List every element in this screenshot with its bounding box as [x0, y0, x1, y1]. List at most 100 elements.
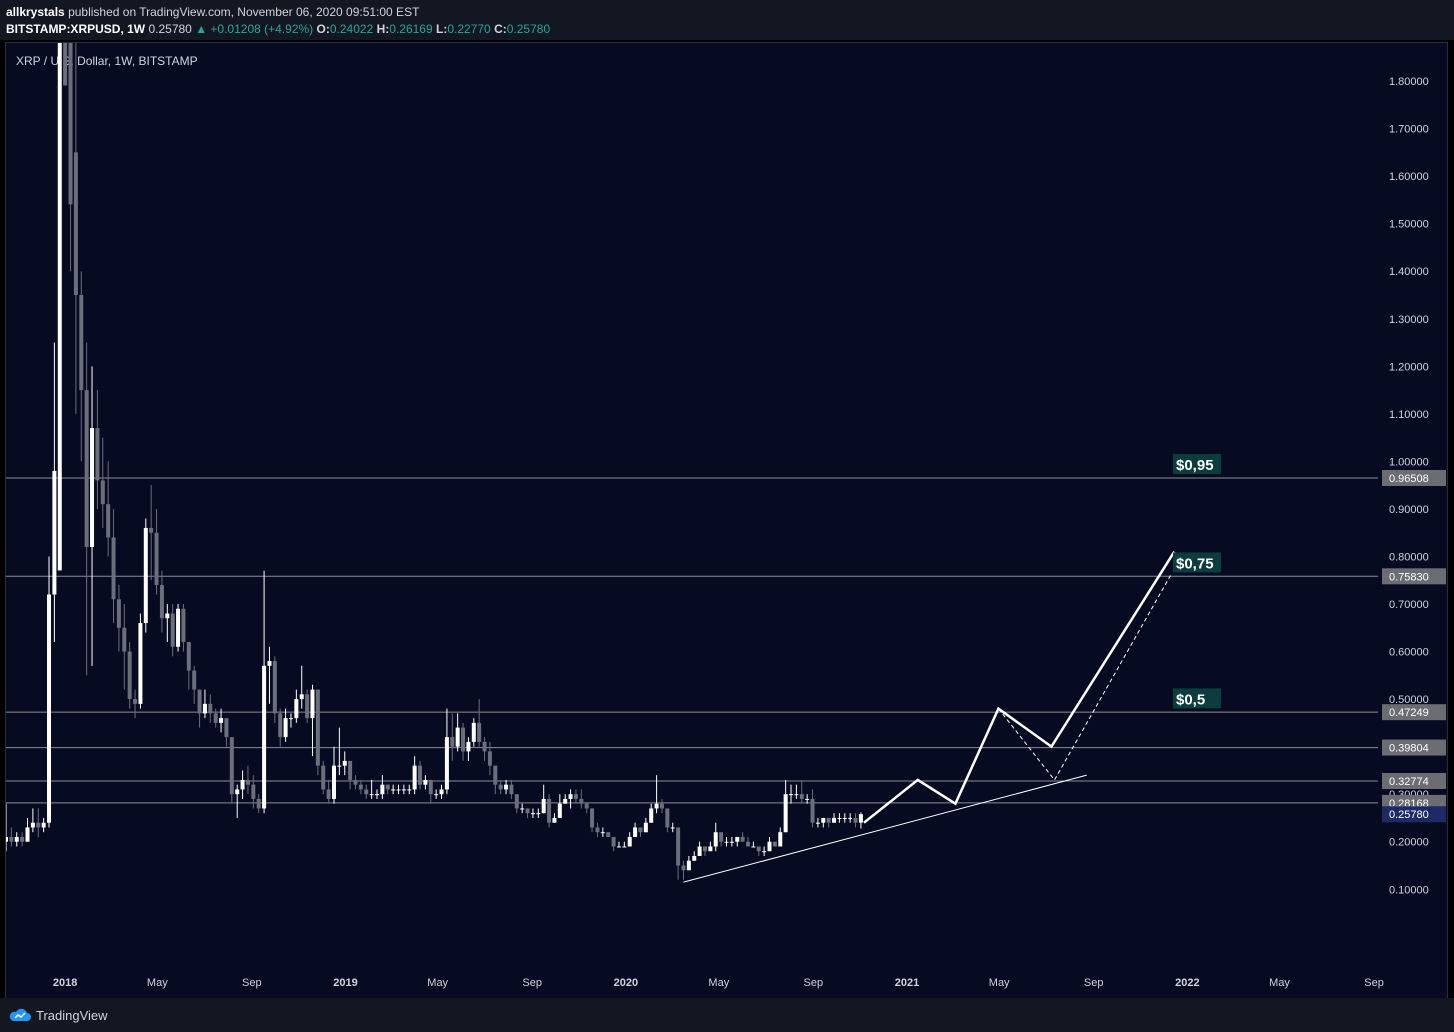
- candle: [401, 784, 406, 795]
- candle-body: [826, 817, 831, 823]
- candle-body: [568, 794, 573, 799]
- candle-body: [444, 737, 449, 790]
- candle: [590, 808, 595, 833]
- candle: [337, 727, 342, 776]
- candle-body: [251, 784, 256, 799]
- support-trendline: [683, 774, 1087, 883]
- candle-body: [756, 846, 761, 852]
- candle-body: [746, 841, 751, 847]
- candle-body: [724, 841, 729, 843]
- candle: [643, 817, 648, 833]
- candle: [493, 765, 498, 795]
- candle: [654, 775, 659, 814]
- candle: [853, 813, 858, 828]
- candle-body: [256, 798, 261, 809]
- time-axis[interactable]: 2018 May Sep 2019 May Sep 2020 May Sep 2021 May Sep…: [53, 977, 1384, 989]
- price-tick-label: 0.50000: [1389, 694, 1429, 706]
- candle-body: [305, 694, 310, 719]
- candle: [810, 789, 815, 828]
- candle: [579, 789, 584, 809]
- candle: [79, 271, 84, 462]
- price-chart[interactable]: XRP / U.S. Dollar, 1W, BITSTAMP $0,95$0,…: [6, 43, 1447, 998]
- candle-body: [154, 532, 159, 586]
- candle-body: [310, 689, 315, 719]
- candle-body: [418, 765, 423, 785]
- candle: [794, 784, 799, 799]
- candle: [133, 689, 138, 719]
- price-change: ▲ +0.01208 (+4.92%): [195, 22, 314, 36]
- candle-body: [520, 808, 525, 810]
- candle-body: [789, 794, 794, 796]
- candle-body: [676, 827, 681, 866]
- candle: [47, 556, 52, 828]
- candle: [428, 779, 433, 804]
- candle: [331, 746, 336, 804]
- candle-body: [627, 836, 632, 847]
- candle: [670, 822, 675, 833]
- candle: [444, 708, 449, 795]
- candle-body: [697, 846, 702, 856]
- time-tick-label: Sep: [1364, 977, 1384, 989]
- candle-body: [848, 817, 853, 819]
- candle: [213, 708, 218, 728]
- candle-body: [719, 832, 724, 842]
- candle: [418, 760, 423, 790]
- candle: [740, 832, 745, 842]
- price-tick-label: 0.90000: [1389, 504, 1429, 516]
- candle-body: [842, 817, 847, 819]
- tradingview-logo[interactable]: TradingView: [8, 1007, 108, 1023]
- price-axis[interactable]: 1.900001.800001.700001.600001.500001.400…: [1378, 43, 1447, 998]
- level-price-tag-text: 0.75830: [1389, 571, 1429, 583]
- candle-body: [20, 836, 25, 842]
- level-price-tag-text: 0.39804: [1389, 743, 1429, 755]
- time-tick-label: May: [708, 977, 729, 989]
- chart-panel[interactable]: XRP / U.S. Dollar, 1W, BITSTAMP $0,95 $0,…: [5, 42, 1448, 999]
- candle-body: [84, 390, 89, 547]
- candle-body: [283, 718, 288, 738]
- candle-body: [192, 670, 197, 690]
- candle-body: [321, 765, 326, 790]
- candle: [616, 841, 621, 848]
- level-price-tag-bg: [1382, 568, 1446, 585]
- candle: [536, 808, 541, 818]
- candle-body: [278, 713, 283, 738]
- candle-body: [772, 841, 777, 847]
- price-tick-label: 1.30000: [1389, 314, 1429, 326]
- candle: [364, 784, 369, 799]
- candle: [369, 779, 374, 799]
- candle-body: [412, 765, 417, 790]
- candle-body: [665, 808, 670, 828]
- candle: [471, 718, 476, 747]
- candle: [461, 722, 466, 761]
- quote-line: BITSTAMP:XRPUSD, 1W 0.25780 ▲ +0.01208 (…: [6, 22, 550, 36]
- candle-body: [170, 613, 175, 647]
- published-text: published on TradingView.com, November 0…: [68, 5, 420, 19]
- candle: [63, 43, 68, 86]
- candle-body: [530, 813, 535, 815]
- candle-body: [14, 836, 19, 842]
- author-name[interactable]: allkrystals: [6, 5, 65, 19]
- candle-body: [197, 689, 202, 714]
- candle: [439, 784, 444, 799]
- candle-body: [159, 585, 164, 619]
- price-tick-label: 1.10000: [1389, 409, 1429, 421]
- candle-body: [41, 822, 46, 828]
- candle: [143, 518, 148, 633]
- candle-body: [821, 817, 826, 823]
- candle-body: [654, 803, 659, 809]
- candle: [563, 794, 568, 804]
- candle: [25, 817, 30, 842]
- candle: [208, 694, 213, 723]
- time-tick-label: May: [989, 977, 1010, 989]
- candle: [358, 779, 363, 795]
- candle: [530, 808, 535, 818]
- candle: [256, 794, 261, 814]
- candle: [552, 813, 557, 823]
- candle: [68, 43, 73, 272]
- candle-body: [514, 794, 519, 809]
- candle-body: [262, 665, 267, 809]
- candle-body: [837, 817, 842, 819]
- candle: [826, 817, 831, 828]
- candle-body: [643, 822, 648, 833]
- candle-body: [358, 784, 363, 790]
